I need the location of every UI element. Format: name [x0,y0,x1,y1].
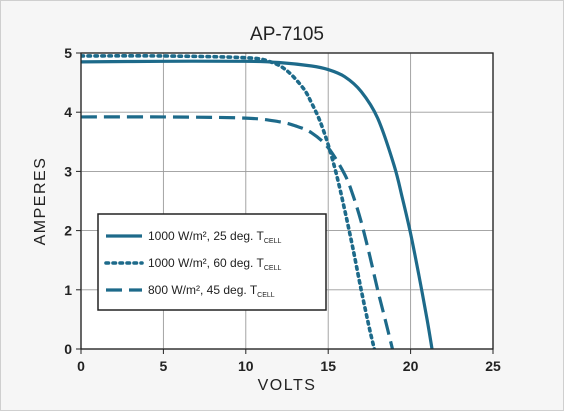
y-axis-label: AMPERES [32,157,49,246]
y-tick-label: 4 [64,104,72,120]
legend-label-2: 1000 W/m², 60 deg. TCELL [148,256,281,272]
y-tick-labels: 0 1 2 3 4 5 [64,45,81,357]
x-tick-label: 15 [320,358,336,374]
x-tick-label: 25 [485,358,501,374]
y-tick-label: 5 [64,45,72,61]
legend-subscript: CELL [264,238,282,245]
y-tick-label: 3 [64,163,72,179]
x-tick-label: 0 [77,358,85,374]
y-tick-label: 0 [64,341,72,357]
plot-border [80,52,494,350]
series-line-1 [81,59,434,349]
series-line-3 [81,115,395,349]
series-lines [81,54,434,349]
x-tick-label: 5 [160,358,168,374]
x-tick-label: 20 [403,358,419,374]
y-tick-label: 1 [64,282,72,298]
series-line-2 [81,54,377,349]
legend-subscript: CELL [264,265,282,272]
legend-label-1: 1000 W/m², 25 deg. TCELL [148,229,281,245]
y-tick-label: 2 [64,223,72,239]
x-tick-label: 10 [238,358,254,374]
x-tick-labels: 0 5 10 15 20 25 [77,349,501,374]
legend-subscript: CELL [257,292,275,299]
x-axis-label: VOLTS [258,377,317,394]
legend-label-3: 800 W/m², 45 deg. TCELL [148,283,275,299]
chart-title: AP-7105 [250,24,324,45]
legend: 1000 W/m², 25 deg. TCELL 1000 W/m², 60 de… [97,213,327,311]
